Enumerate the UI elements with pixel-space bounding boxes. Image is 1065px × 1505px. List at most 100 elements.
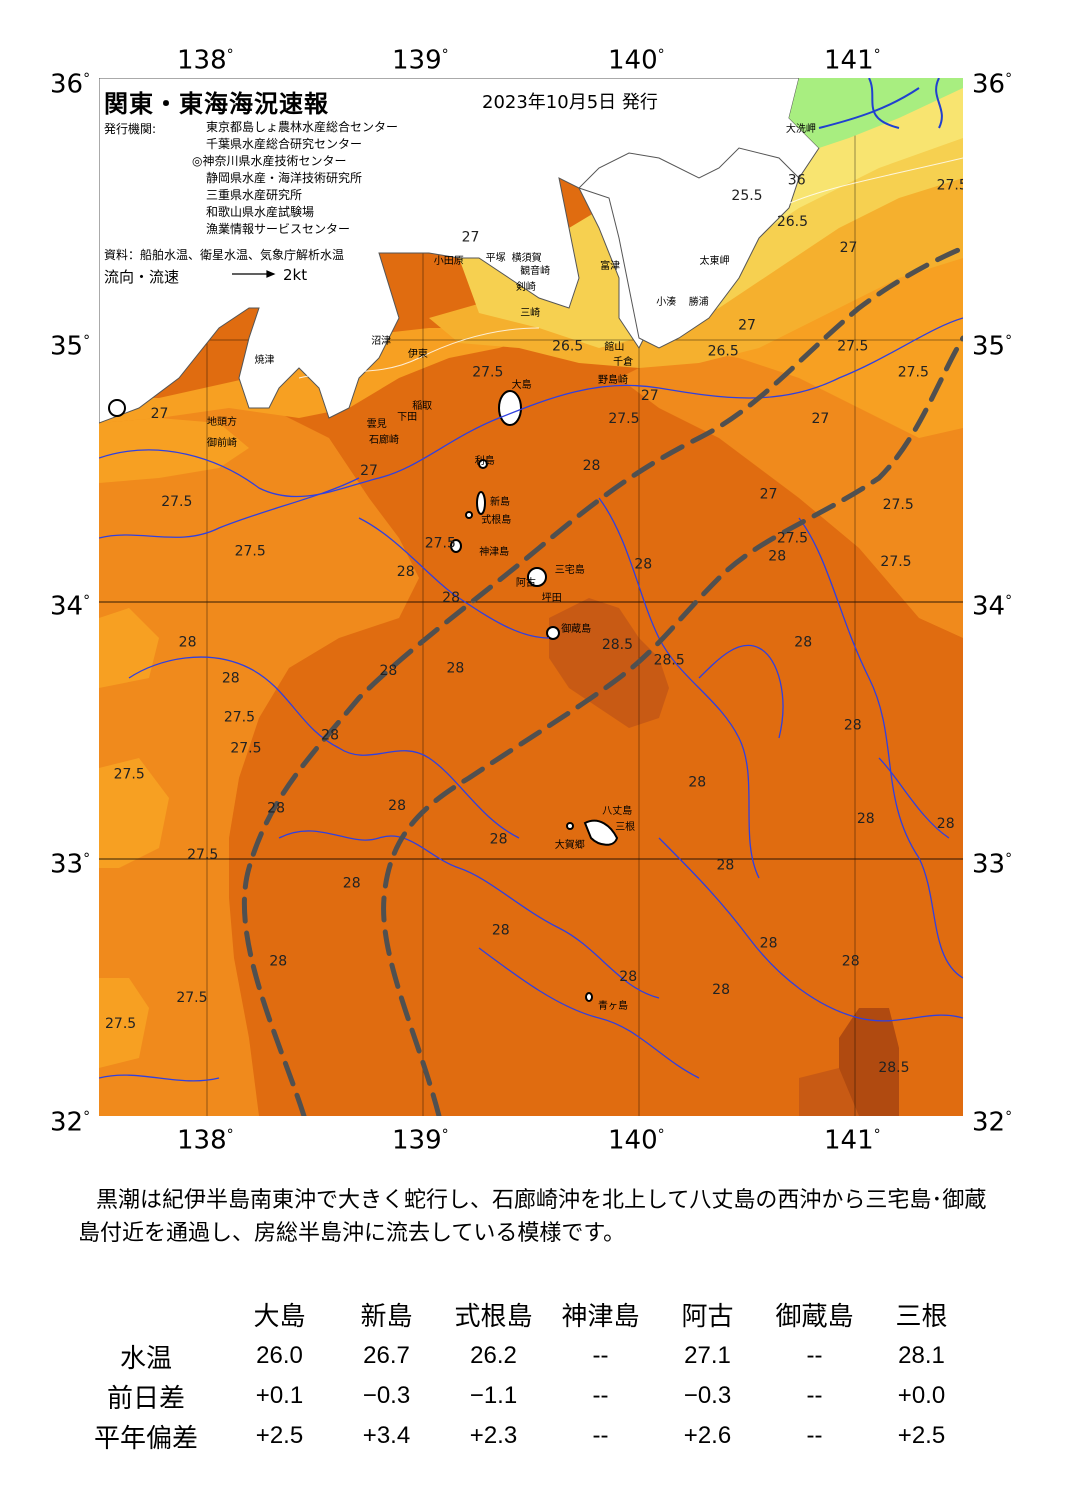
isotherm-label: 27.5 — [425, 536, 456, 552]
row-label: 前日差 — [106, 1382, 185, 1413]
org-item: ◎神奈川県水産技術センター — [192, 154, 347, 168]
isotherm-label: 28 — [379, 663, 397, 679]
place-label: 野島崎 — [598, 375, 628, 387]
place-label: 館山 — [604, 341, 625, 353]
isotherm-label: 27 — [760, 486, 778, 502]
station-header: 三根 — [895, 1300, 948, 1331]
place-label: 三根 — [615, 821, 636, 833]
island-hachijo-kojima — [566, 822, 574, 830]
isotherm-label: 27 — [641, 388, 659, 404]
isotherm-label: 27.5 — [883, 497, 914, 513]
place-label: 御蔵島 — [561, 624, 592, 636]
lat-label-right-33: 33° — [972, 849, 1013, 880]
table-cell: -- — [806, 1342, 823, 1369]
isotherm-label: 27.5 — [937, 178, 963, 194]
lat-label-left-34: 34° — [50, 591, 91, 622]
isotherm-label: 28.5 — [654, 653, 685, 669]
isotherm-label: 27.5 — [837, 339, 868, 355]
place-label: 下田 — [397, 411, 418, 423]
place-label: 大島 — [511, 380, 532, 392]
place-label: 雲見 — [366, 419, 387, 431]
place-label: 八丈島 — [602, 806, 633, 817]
isotherm-label: 28 — [937, 816, 955, 832]
place-label: 三宅島 — [554, 564, 585, 576]
isotherm-label: 28 — [397, 564, 415, 580]
isotherm-label: 28 — [388, 798, 406, 814]
isotherm-contours — [99, 317, 963, 1082]
place-label: 平塚 — [485, 253, 506, 265]
isotherm-label: 27.5 — [176, 990, 207, 1006]
table-cell: −0.3 — [362, 1382, 411, 1409]
place-label: 横須賀 — [511, 253, 542, 265]
place-label: 伊東 — [407, 349, 428, 361]
lat-label-right-35: 35° — [972, 331, 1013, 362]
isotherm-label: 36 — [788, 172, 806, 188]
isotherm-label: 27.5 — [230, 741, 261, 757]
isotherm-label: 26.5 — [777, 214, 808, 230]
table-row: 平年偏差 +2.5 +3.4 +2.3 -- +2.6 -- +2.5 — [66, 1416, 975, 1456]
place-label: 小田原 — [433, 255, 464, 267]
table-header-row: 大島 新島 式根島 神津島 阿古 御蔵島 三根 — [66, 1292, 975, 1336]
lon-label-bottom-140: 140° — [608, 1125, 665, 1156]
island-toshima — [478, 459, 488, 469]
isotherm-label: 27 — [360, 463, 378, 479]
flow-label: 流向・流速 — [104, 268, 180, 286]
table-cell: −0.3 — [683, 1382, 732, 1409]
island-omaezaki — [108, 399, 126, 417]
lat-label-left-33: 33° — [50, 849, 91, 880]
isotherm-label: 27 — [840, 240, 858, 256]
isotherm-label: 28 — [634, 557, 652, 573]
isotherm-label: 28 — [446, 660, 464, 676]
isotherm-label: 27 — [811, 411, 829, 427]
sea-zone-27-southwest — [99, 758, 169, 868]
isotherm-label: 28 — [269, 954, 287, 970]
table-row: 前日差 +0.1 −0.3 −1.1 -- −0.3 -- +0.0 — [66, 1376, 975, 1416]
islands — [108, 390, 619, 1002]
table-cell: 28.1 — [898, 1342, 945, 1369]
isotherm-label: 27.5 — [472, 364, 503, 380]
flow-scale-arrow — [232, 270, 276, 278]
table-cell: -- — [806, 1422, 823, 1449]
isotherm-label: 27.5 — [224, 710, 255, 726]
isotherm-label: 28 — [492, 922, 510, 938]
isotherm-label: 28 — [583, 458, 601, 474]
place-label: 阿古 — [515, 577, 536, 589]
place-label: 利島 — [474, 455, 495, 467]
place-label: 稲取 — [412, 401, 433, 413]
table-cell: +0.1 — [255, 1382, 304, 1409]
table-cell: -- — [592, 1342, 609, 1369]
row-label: 平年偏差 — [93, 1422, 198, 1453]
sea-temperature-map: 3625.526.52727.526.52727.526.52727.527.5… — [99, 78, 963, 1116]
isotherm-label: 26.5 — [708, 344, 739, 360]
kuroshio-axis — [241, 245, 963, 1116]
place-label: 剣崎 — [515, 281, 536, 293]
isotherm-labels: 3625.526.52727.526.52727.526.52727.527.5… — [105, 172, 963, 1076]
island-niijima — [476, 491, 486, 515]
lon-label-bottom-139: 139° — [392, 1125, 449, 1156]
sea-zone-27-southwest-c — [99, 608, 159, 688]
lat-label-right-32: 32° — [972, 1107, 1013, 1138]
table-row: 水温 26.0 26.7 26.2 -- 27.1 -- 28.1 — [66, 1336, 975, 1376]
table-corner — [66, 1292, 226, 1336]
issue-date: 2023年10月5日 発行 — [482, 92, 658, 113]
map-canvas: 3625.526.52727.526.52727.526.52727.527.5… — [99, 78, 963, 1116]
table-cell: -- — [592, 1422, 609, 1449]
flow-scale-label: 2kt — [283, 266, 308, 284]
isotherm-label: 27.5 — [235, 544, 266, 560]
org-item: 千葉県水産総合研究センター — [206, 137, 363, 151]
isotherm-label: 27.5 — [880, 554, 911, 570]
place-label: 石廊崎 — [369, 434, 399, 446]
sea-zone-27-5-west — [99, 398, 419, 1116]
place-label: 御前崎 — [207, 437, 237, 449]
land-green-area — [789, 78, 963, 148]
isotherm-label: 28 — [490, 832, 508, 848]
table-cell: +3.4 — [362, 1422, 411, 1449]
description-text: 黒潮は紀伊半島南東沖で大きく蛇行し、石廊崎沖を北上して八丈島の西沖から三宅島･御… — [78, 1188, 987, 1246]
island-mikura — [546, 626, 560, 640]
place-label: 神津島 — [479, 546, 510, 558]
table-cell: 26.0 — [256, 1342, 303, 1369]
org-label: 発行機関: — [104, 122, 157, 136]
place-label: 沼津 — [371, 336, 392, 348]
island-oshima — [498, 390, 522, 426]
lat-label-left-35: 35° — [50, 331, 91, 362]
